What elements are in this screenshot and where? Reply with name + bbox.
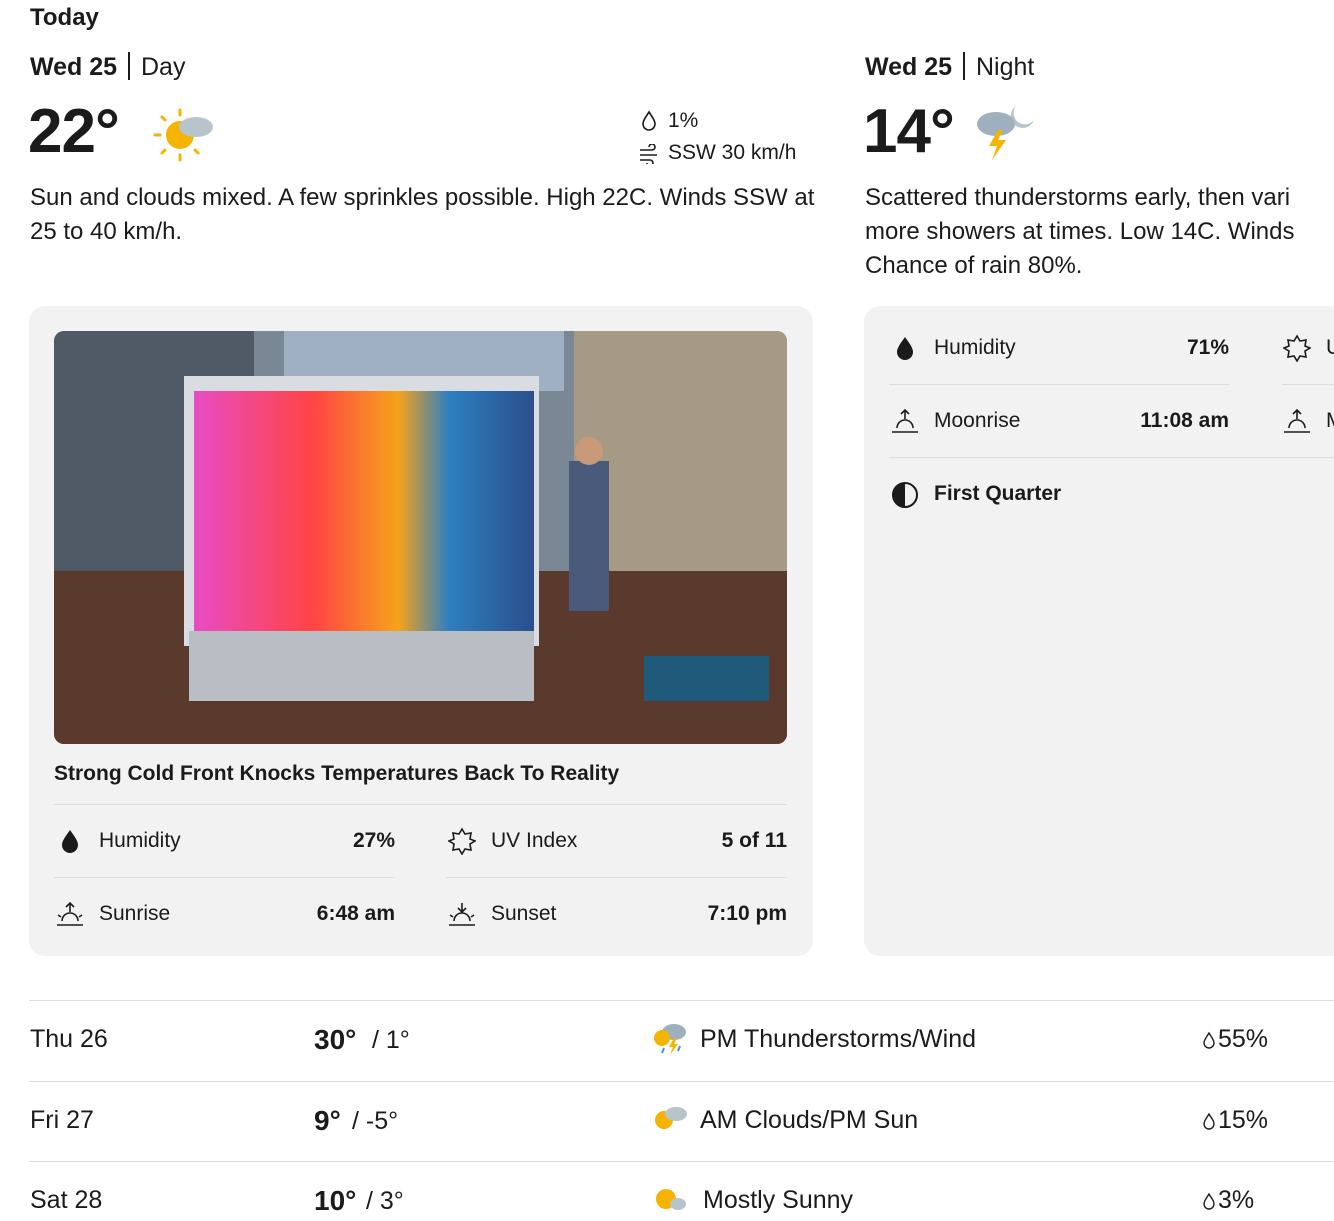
forecast-high: 30° [314,1024,357,1055]
forecast-low: / 3° [366,1187,404,1215]
detail-label: M [1326,409,1334,433]
detail-label: Moonrise [934,409,1021,432]
forecast-icon [655,1107,687,1129]
section-title: Today [30,4,99,31]
separator [889,384,1229,385]
description-line: Chance of rain 80%. [865,252,1083,279]
forecast-low: / 1° [372,1026,410,1054]
detail-card [864,306,1334,956]
forecast-precip: 55% [1218,1025,1269,1053]
separator [29,1081,1334,1082]
moon-phase-icon [892,482,918,508]
humidity-icon [897,337,913,360]
detail-label: Humidity [99,829,181,852]
part: Night [975,53,1035,81]
part: Day [140,53,186,81]
drop-icon [1203,1192,1215,1210]
forecast-precip: 15% [1218,1106,1269,1134]
moonrise-icon [892,408,918,433]
detail-label: Sunrise [99,902,171,925]
divider [963,52,966,80]
forecast-condition: Mostly Sunny [703,1186,854,1214]
separator [29,1000,1334,1001]
detail-label: UV Index [491,829,578,852]
drop-icon [1203,1112,1215,1130]
moon-phase: First Quarter [934,482,1062,505]
detail-label: U [1326,336,1334,359]
description: Sun and clouds mixed. A few sprinkles po… [30,184,815,245]
detail-value: 6:48 am [316,902,395,925]
detail-value: 5 of 11 [721,829,787,852]
description-line: more showers at times. Low 14C. Winds [865,218,1295,245]
forecast-high: 9° [314,1105,341,1136]
detail-label: Humidity [934,336,1016,359]
moonset-icon [1284,408,1310,433]
temperature: 14° [863,97,955,166]
forecast-day[interactable]: Fri 27 [30,1106,94,1134]
detail-label: Sunset [491,902,557,925]
temperature: 22° [28,97,120,166]
separator [446,877,787,878]
video-thumbnail[interactable] [54,331,787,744]
separator [29,1161,1334,1162]
separator [54,804,787,805]
uv-icon [448,827,476,855]
description-line: Scattered thunderstorms early, then vari [865,184,1291,211]
detail-value: 71% [1186,336,1229,359]
sunrise-icon [57,901,83,926]
forecast-precip: 3% [1218,1186,1255,1214]
night-heading: Wed 25 Night [865,52,1034,82]
sunset-icon [449,903,475,926]
detail-value: 11:08 am [1140,409,1229,432]
wind-icon [640,144,657,164]
forecast-day[interactable]: Sat 28 [30,1186,103,1214]
description: Scattered thunderstorms early, then vari… [865,181,1294,283]
detail-value: 27% [352,829,395,852]
forecast-condition: PM Thunderstorms/Wind [700,1025,977,1053]
divider [128,52,131,80]
uv-icon [1283,334,1311,362]
wind: SSW 30 km/h [668,141,797,164]
forecast-condition: AM Clouds/PM Sun [700,1106,919,1134]
weather-icon [153,108,213,162]
forecast-low: / -5° [352,1107,399,1135]
humidity-icon [62,830,78,853]
day-heading: Wed 25 Day [30,52,185,82]
separator [889,457,1334,458]
detail-value: 7:10 pm [707,902,787,925]
forecast-high: 10° [314,1185,357,1216]
forecast-icon [654,1024,686,1055]
date: Wed 25 [865,53,953,81]
date: Wed 25 [30,53,118,81]
precip: 1% [668,109,699,132]
drop-icon [642,110,656,131]
forecast-icon [656,1189,686,1210]
drop-icon [1203,1031,1215,1049]
video-title[interactable]: Strong Cold Front Knocks Temperatures Ba… [54,762,620,785]
forecast-day[interactable]: Thu 26 [30,1025,108,1053]
separator [1282,384,1334,385]
weather-icon [977,106,1034,160]
separator [54,877,395,878]
